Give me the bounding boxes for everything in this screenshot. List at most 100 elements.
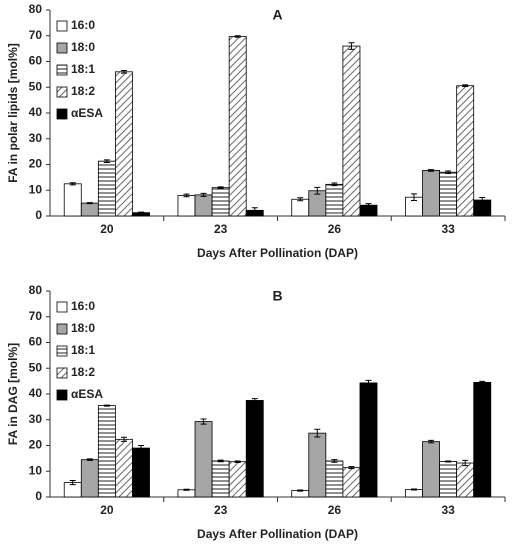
legend-swatch	[56, 20, 68, 32]
error-bar	[479, 380, 486, 384]
y-tick-label: 30	[29, 131, 43, 145]
error-bar	[69, 182, 76, 186]
y-tick-label: 60	[29, 54, 43, 68]
legend-label: αESA	[71, 106, 103, 120]
bar	[211, 187, 230, 217]
y-tick-label: 10	[29, 463, 43, 477]
bar	[405, 489, 423, 498]
y-tick-label: 50	[29, 79, 43, 93]
error-bar	[234, 460, 241, 463]
bar	[97, 160, 116, 217]
y-tick-label: 40	[29, 386, 43, 400]
error-bar	[217, 186, 224, 189]
bar	[325, 460, 344, 498]
error-bar	[479, 196, 486, 204]
y-tick-label: 20	[29, 438, 43, 452]
x-tick-label: 26	[328, 222, 342, 236]
error-bar	[331, 459, 338, 463]
error-bar	[138, 211, 144, 214]
x-tick-label: 33	[441, 222, 455, 236]
error-bar	[365, 379, 372, 387]
error-bar	[183, 193, 190, 198]
bar	[177, 194, 196, 217]
error-bar	[234, 35, 241, 38]
error-bar	[138, 445, 144, 452]
legend-label: 18:0	[71, 40, 95, 54]
bar	[422, 170, 440, 217]
x-tick-label: 20	[100, 222, 114, 236]
y-tick-label: 30	[29, 412, 43, 426]
error-bar	[331, 182, 338, 187]
bar	[194, 421, 213, 498]
legend-swatch	[56, 86, 68, 98]
bar	[456, 85, 475, 217]
error-bar	[297, 197, 304, 202]
bar	[177, 489, 196, 498]
legend-swatch	[56, 301, 68, 313]
error-bar	[103, 404, 110, 407]
bar	[456, 462, 475, 498]
bar	[359, 382, 378, 498]
error-bar	[445, 170, 452, 175]
legend-label: 16:0	[71, 18, 95, 32]
error-bar	[200, 418, 207, 425]
error-bar	[411, 488, 417, 491]
y-axis-label: FA in polar lipids [mol%]	[6, 43, 20, 183]
y-tick-label: 70	[29, 309, 43, 323]
error-bar	[86, 202, 93, 205]
legend-label: αESA	[71, 387, 103, 401]
error-bar	[217, 459, 224, 463]
error-bar	[251, 207, 258, 214]
panel-title: B	[272, 288, 282, 304]
legend-swatch	[56, 108, 68, 120]
error-bar	[365, 203, 372, 208]
y-tick-label: 50	[29, 360, 43, 374]
bar	[245, 400, 264, 498]
error-bar	[411, 193, 417, 202]
y-tick-label: 0	[35, 208, 42, 222]
legend-swatch	[56, 64, 68, 76]
bar	[308, 432, 327, 498]
y-tick-label: 70	[29, 28, 43, 42]
bar	[63, 183, 82, 217]
error-bar	[86, 458, 93, 461]
error-bar	[348, 42, 355, 50]
x-tick-label: 20	[100, 503, 114, 517]
legend-swatch	[56, 345, 68, 357]
error-bar	[462, 459, 469, 467]
error-bar	[314, 186, 321, 195]
y-tick-label: 80	[29, 2, 43, 16]
error-bar	[69, 480, 76, 486]
legend-swatch	[56, 323, 68, 335]
error-bar	[445, 460, 452, 463]
x-tick-label: 26	[328, 503, 342, 517]
legend-swatch	[56, 42, 68, 54]
error-bar	[120, 70, 127, 74]
bar	[342, 467, 361, 498]
bar	[80, 202, 99, 217]
error-bar	[120, 436, 127, 442]
bar	[439, 461, 458, 498]
y-tick-label: 10	[29, 182, 43, 196]
x-tick-label: 33	[441, 503, 455, 517]
legend-label: 18:2	[71, 365, 95, 379]
bar	[325, 183, 344, 217]
bar	[211, 460, 230, 498]
y-tick-label: 80	[29, 283, 43, 297]
error-bar	[251, 398, 258, 403]
error-bar	[428, 439, 435, 444]
bar	[80, 459, 99, 498]
legend-label: 18:1	[71, 343, 95, 357]
bar	[228, 461, 247, 498]
legend-swatch	[56, 367, 68, 379]
error-bar	[462, 84, 469, 87]
error-bar	[428, 169, 435, 172]
bar	[115, 438, 133, 498]
bar	[291, 198, 310, 217]
y-tick-label: 20	[29, 157, 43, 171]
bar	[97, 405, 116, 498]
legend-swatch	[56, 389, 68, 401]
error-bar	[200, 192, 207, 197]
bar	[115, 71, 133, 217]
